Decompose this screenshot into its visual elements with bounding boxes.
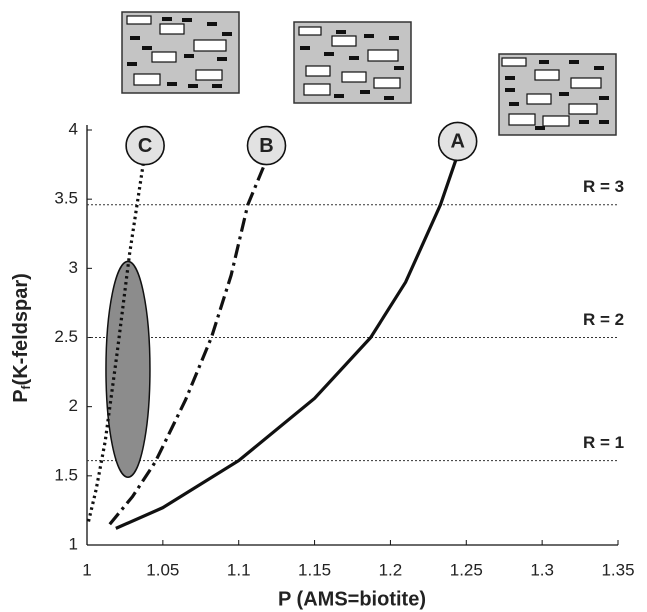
curve-label: A — [450, 131, 464, 153]
grain-black — [142, 46, 152, 50]
curve-label: C — [138, 135, 152, 157]
grain-black — [599, 120, 609, 124]
grain-white — [373, 77, 401, 89]
grain-black — [579, 120, 589, 124]
grain-black — [130, 36, 140, 40]
curve — [115, 159, 458, 530]
grain-black — [217, 57, 227, 61]
texture-inset — [121, 11, 240, 94]
grain-black — [394, 66, 404, 70]
grain-black — [222, 32, 232, 36]
texture-inset — [498, 53, 617, 136]
grain-white — [159, 23, 185, 35]
y-tick-label: 2.5 — [54, 327, 78, 346]
grain-white — [367, 49, 399, 62]
curve-marker — [437, 121, 478, 162]
grain-white — [568, 103, 598, 115]
curve — [86, 164, 145, 522]
y-axis-title-main: P — [10, 389, 32, 402]
x-tick-label: 1.2 — [379, 560, 403, 579]
grain-white — [570, 77, 602, 89]
grain-white — [341, 71, 367, 83]
curve-marker — [246, 125, 287, 166]
grain-black — [182, 18, 192, 22]
x-tick-label: 1.05 — [146, 560, 179, 579]
y-tick-label: 4 — [69, 119, 78, 138]
x-tick-label: 1.1 — [227, 560, 251, 579]
y-tick-label: 3 — [69, 258, 78, 277]
grain-black — [184, 54, 194, 58]
x-tick-label: 1.3 — [530, 560, 554, 579]
grain-black — [505, 88, 515, 92]
grain-white — [151, 51, 177, 63]
grain-white — [193, 39, 227, 52]
grain-black — [127, 62, 137, 66]
grain-black — [324, 52, 334, 56]
y-axis-title-sub: f — [19, 384, 33, 389]
grain-white — [195, 69, 223, 81]
grain-white — [133, 73, 161, 86]
grain-white — [534, 69, 560, 81]
x-axis-title: P (AMS=biotite) — [278, 588, 426, 610]
reference-label: R = 3 — [583, 177, 624, 196]
grain-black — [569, 60, 579, 64]
grain-black — [509, 102, 519, 106]
grain-black — [559, 92, 569, 96]
grain-black — [535, 126, 545, 130]
grain-black — [594, 66, 604, 70]
grain-black — [505, 76, 515, 80]
grain-white — [542, 115, 570, 127]
grain-black — [336, 30, 346, 34]
grain-black — [207, 22, 217, 26]
reference-label: R = 2 — [583, 310, 624, 329]
y-tick-label: 1.5 — [54, 465, 78, 484]
grain-white — [305, 65, 331, 77]
grain-black — [167, 82, 177, 86]
grain-white — [126, 15, 152, 25]
grain-white — [501, 57, 527, 67]
grain-black — [539, 60, 549, 64]
y-axis-title: Pf(K-feldspar) — [10, 273, 33, 403]
grain-black — [188, 84, 198, 88]
grain-black — [300, 46, 310, 50]
x-tick-label: 1.35 — [601, 560, 634, 579]
y-tick-label: 3.5 — [54, 189, 78, 208]
reference-label: R = 1 — [583, 433, 624, 452]
x-tick-label: 1.25 — [450, 560, 483, 579]
grain-black — [360, 90, 370, 94]
y-axis-title-rest: (K-feldspar) — [10, 273, 32, 385]
grain-black — [364, 34, 374, 38]
data-region — [105, 260, 151, 478]
grain-white — [526, 93, 552, 105]
grain-black — [384, 96, 394, 100]
grain-white — [303, 83, 331, 96]
grain-black — [389, 36, 399, 40]
curve-label: B — [259, 135, 273, 157]
grain-white — [298, 26, 322, 36]
grain-black — [162, 17, 172, 21]
grain-black — [212, 84, 222, 88]
grain-black — [334, 94, 344, 98]
x-tick-label: 1 — [82, 560, 91, 579]
grain-black — [349, 56, 359, 60]
x-tick-label: 1.15 — [298, 560, 331, 579]
y-tick-label: 2 — [69, 396, 78, 415]
grain-white — [508, 113, 536, 126]
grain-white — [331, 35, 357, 47]
curve-marker — [125, 125, 165, 166]
y-tick-label: 1 — [69, 534, 78, 553]
grain-black — [599, 96, 609, 100]
texture-inset — [293, 21, 412, 104]
